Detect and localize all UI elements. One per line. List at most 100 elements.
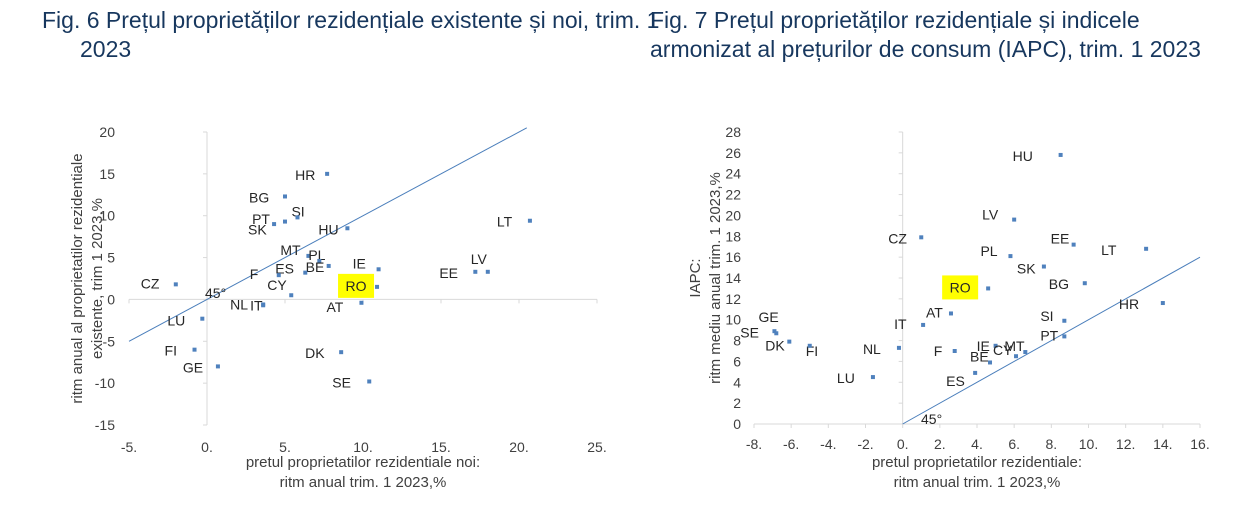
fig6-point-label-hr: HR	[295, 167, 315, 183]
fig7-point-es	[973, 370, 978, 375]
fig6-point-fi	[192, 347, 197, 352]
fig6-point-pl	[317, 258, 322, 263]
fig7-y-tick-label: 24	[725, 166, 741, 182]
fig7-point-it	[921, 322, 926, 327]
fig7-y-axis-title: IAPC:	[687, 258, 704, 297]
fig6-point-label-fi: FI	[165, 343, 177, 359]
fig7-point-lt	[1144, 246, 1149, 251]
fig7-point-fi	[807, 343, 812, 348]
fig7-y-tick-label: 6	[733, 353, 741, 369]
fig7-point-label-ee: EE	[1051, 231, 1070, 247]
fig6-y-axis-title: existente, trim 1 2023,%	[89, 198, 106, 359]
fig7-point-nl	[896, 345, 901, 350]
fig7-x-tick-label: -2.	[857, 436, 873, 452]
fig7-point-dk	[787, 339, 792, 344]
fig6-point-label-pl: PL	[308, 247, 325, 263]
fig7-point-label-es: ES	[946, 373, 965, 389]
fig7-point-label-lt: LT	[1101, 242, 1117, 258]
fig7-y-axis-title: ritm mediu anual trim. 1 2023,%	[707, 172, 724, 384]
fig6-point-mt	[306, 253, 311, 258]
fig7-reference-line-label: 45°	[921, 411, 942, 427]
fig7-point-label-f: F	[934, 343, 943, 359]
fig7-point-label-hr: HR	[1119, 296, 1139, 312]
fig6-y-tick-label: 10	[99, 208, 115, 224]
fig7-point-ee	[1071, 242, 1076, 247]
fig7-point-mt	[1023, 350, 1028, 355]
fig7-point-label-lv: LV	[982, 207, 999, 223]
fig6-point-at	[359, 300, 364, 305]
fig7-x-axis-title: ritm anual trim. 1 2023,%	[894, 474, 1061, 491]
fig6-highlight-box-ro	[338, 273, 375, 298]
fig6-x-tick-label: 0.	[201, 439, 213, 455]
fig6-x-tick-label: 5.	[279, 439, 291, 455]
fig7-y-tick-label: 18	[725, 228, 741, 244]
fig7-chart: -8. -6. -4. -2. 0. 2. 4. 6. 8. 10. 12. 14. 16.024681…	[687, 124, 1210, 491]
fig6-point-cz	[173, 282, 178, 287]
fig6-point-ge	[215, 364, 220, 369]
fig6-point-ie	[376, 267, 381, 272]
fig7-point-label-cy: CY	[993, 342, 1013, 358]
fig7-point-lu	[870, 375, 875, 380]
fig6-point-label-lu: LU	[167, 313, 185, 329]
fig6-point-label-dk: DK	[305, 345, 325, 361]
fig7-y-tick-label: 4	[733, 374, 741, 390]
fig6-reference-line-label: 45°	[205, 285, 226, 301]
fig7-point-label-hu: HU	[1013, 148, 1033, 164]
fig6-point-label-pt: PT	[252, 211, 270, 227]
fig7-point-label-ro: RO	[950, 279, 971, 295]
fig7-x-tick-label: -4.	[820, 436, 836, 452]
fig7-y-tick-label: 28	[725, 124, 741, 140]
fig6-point-pt	[272, 222, 277, 227]
fig6-x-axis-title: ritm anual trim. 1 2023,%	[280, 474, 447, 491]
fig7-point-be	[988, 360, 993, 365]
fig6-point-nl	[261, 303, 266, 308]
fig6-point-label-ro: RO	[346, 278, 367, 294]
fig6-point-label-at: AT	[326, 299, 343, 315]
fig6-point-cy	[289, 293, 294, 298]
fig7-point-ro	[986, 286, 991, 291]
fig6-point-label-ee: EE	[439, 265, 458, 281]
fig6-point-f	[276, 273, 281, 278]
fig6-y-tick-label: 5	[107, 250, 115, 266]
fig7-point-pt	[1062, 334, 1067, 339]
fig7-x-tick-label: -8.	[746, 436, 762, 452]
fig7-y-tick-label: 22	[725, 187, 741, 203]
fig7-point-label-ie: IE	[977, 338, 990, 354]
fig6-point-label-si: SI	[291, 203, 304, 219]
fig7-point-label-sk: SK	[1017, 261, 1036, 277]
fig6-x-tick-label: 20.	[509, 439, 528, 455]
fig6-point-hr	[325, 171, 330, 176]
fig6-y-axis-title: ritm anual al proprietatilor rezidential…	[69, 153, 86, 403]
fig7-point-cy	[1014, 354, 1019, 359]
fig7-point-cz	[919, 235, 924, 240]
fig6-point-label-bg: BG	[249, 189, 269, 205]
fig7-x-tick-label: 12.	[1116, 436, 1135, 452]
fig7-x-tick-label: 14.	[1153, 436, 1172, 452]
fig6-point-label-f: F	[250, 266, 259, 282]
fig6-y-tick-label: -15	[95, 417, 115, 433]
fig6-chart: -5. 0. 5. 10. 15. 20. 25. -15 -10 -5 0 5 10 15 20 45° HR…	[69, 124, 607, 491]
fig6-point-si	[295, 215, 300, 220]
fig6-point-bg	[283, 194, 287, 199]
fig7-highlight-box-ro	[942, 275, 979, 300]
fig7-point-label-nl: NL	[863, 341, 881, 357]
fig6-point-lv	[485, 269, 490, 274]
fig7-point-label-be: BE	[970, 348, 989, 364]
fig7-x-tick-label: 2.	[934, 436, 946, 452]
fig6-point-label-se: SE	[332, 374, 351, 390]
fig6-point-label-be: BE	[306, 259, 325, 275]
fig6-x-axis-title: pretul proprietatilor rezidentiale noi:	[246, 454, 480, 471]
fig7-point-label-se: SE	[740, 324, 759, 340]
fig7-y-tick-label: 10	[725, 312, 741, 328]
fig6-point-label-cz: CZ	[141, 275, 160, 291]
fig7-point-hr	[1160, 301, 1165, 306]
fig6-point-label-hu: HU	[318, 221, 338, 237]
fig7-point-label-dk: DK	[765, 338, 785, 354]
fig6-point-label-lt: LT	[497, 214, 513, 230]
fig7-point-label-bg: BG	[1049, 276, 1069, 292]
fig6-x-tick-label: -5.	[121, 439, 137, 455]
fig7-point-ie	[993, 343, 998, 348]
fig7-y-tick-label: 8	[733, 333, 741, 349]
fig6-x-tick-label: 25.	[587, 439, 606, 455]
fig7-point-pl	[1008, 254, 1013, 259]
